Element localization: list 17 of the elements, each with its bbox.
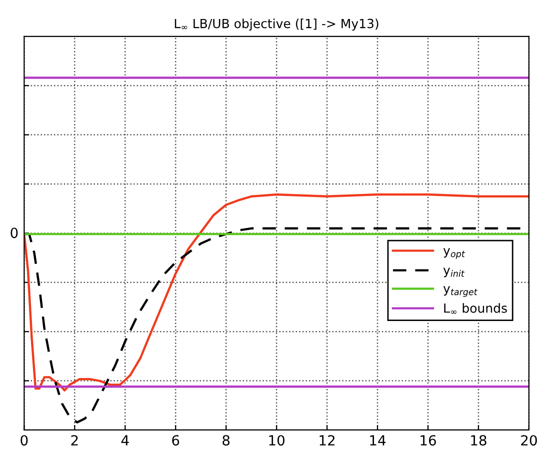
chart-title: L$_{∞}$ LB/UB objective ([1] -> My13) [174, 18, 378, 31]
x-tick-label: 4 [121, 435, 129, 446]
x-tick-label: 14 [370, 435, 386, 446]
legend-label: y$_{init}$ [443, 268, 465, 278]
legend-label: y$_{opt}$ [443, 248, 466, 259]
x-tick-label: 16 [420, 435, 436, 446]
x-tick-label: 18 [471, 435, 486, 446]
x-tick-label: 12 [320, 435, 334, 446]
legend-label: y$_{target}$ [443, 286, 478, 297]
x-tick-label: 10 [269, 435, 284, 446]
text: 0 [10, 228, 18, 238]
x-tick-label: 8 [222, 435, 230, 446]
legend-label: L$_{∞}$ bounds [444, 303, 507, 314]
x-tick-label: 20 [521, 435, 537, 446]
x-tick-label: 6 [172, 435, 180, 446]
x-tick-label: 2 [71, 435, 78, 446]
x-tick-label: 0 [20, 435, 28, 446]
